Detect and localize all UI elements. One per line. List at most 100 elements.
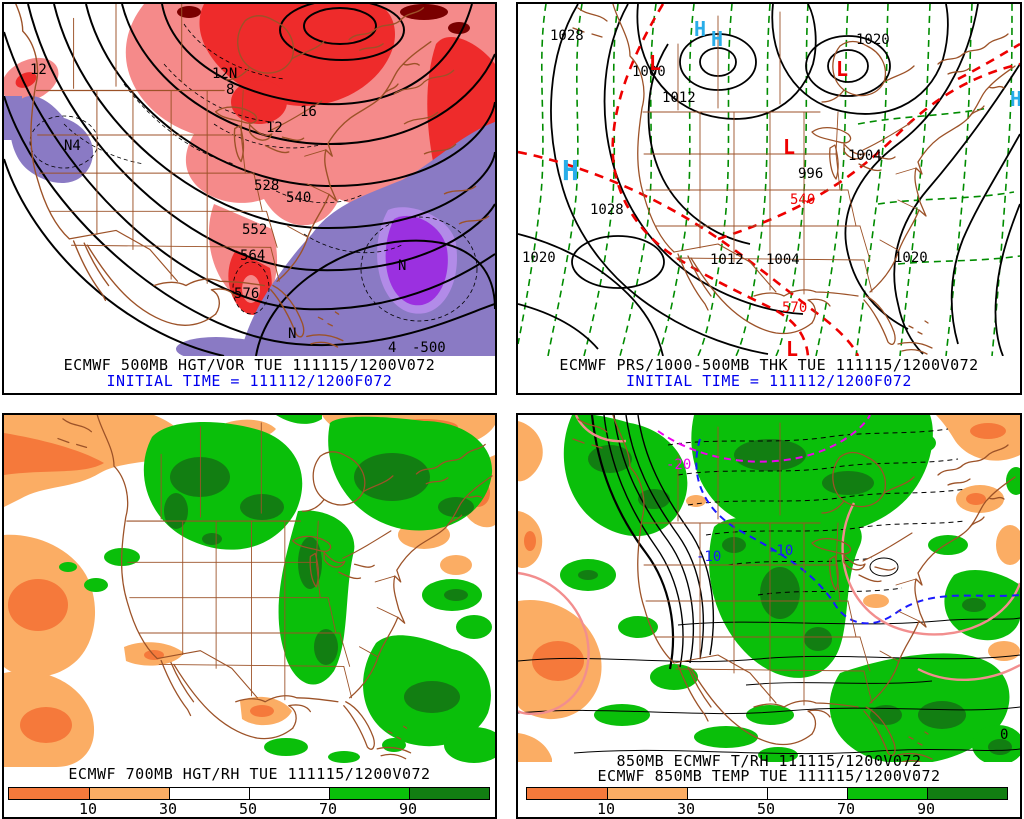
high-marker: H [1010,87,1020,111]
colorbar-tick: 70 [836,800,856,818]
temp-label: -20 [666,457,691,473]
colorbar-tick: 50 [238,800,258,818]
colorbar-tick: 90 [398,800,418,818]
colorbar-segment [249,788,329,799]
temp-labels: -20 -10 -10 0 [666,457,1008,743]
vort-min-label: N [288,326,296,342]
panel2-caption: ECMWF PRS/1000-500MB THK TUE 111115/1200… [559,356,979,374]
rh-colorbar-bar [8,787,490,800]
colorbar-tick: 30 [158,800,178,818]
vort-contour-label: 4 [388,340,396,356]
thickness-contours-green [518,4,1020,356]
isobar-label: 1020 [522,250,556,266]
height-label: 528 [254,178,279,194]
thickness-label: 570 [782,300,807,316]
isobar-label: 1000 [632,64,666,80]
isobar-label: 1004 [848,148,882,164]
rh-colorbar: 10 30 50 70 90 [526,787,1008,818]
panel-700mb-rh: ECMWF 700MB HGT/RH TUE 111115/1200V072 1… [2,413,497,819]
rh-colorbar-ticks: 10 30 50 70 90 [8,800,488,818]
isobar-labels: 1028 1028 1020 1020 1020 1012 1012 1004 … [522,28,928,268]
panel2-initial-time: INITIAL TIME = 111112/1200F072 [626,372,912,390]
map-mslp-thickness: 1028 1028 1020 1020 1020 1012 1012 1004 … [518,4,1020,356]
map-500mb-hgt-vor: 528 540 552 564 576 -500 4 12N 8 16 12 1… [4,4,495,356]
vort-max-label: 12 [30,62,47,78]
colorbar-segment [607,788,687,799]
colorbar-tick: 50 [756,800,776,818]
colorbar-tick: 30 [676,800,696,818]
isobar-label: 1012 [662,90,696,106]
height-label: 540 [286,190,311,206]
rh-colorbar: 10 30 50 70 90 [8,787,490,818]
vorticity-contours [29,23,478,322]
colorbar-segment [9,788,89,799]
vort-max-label: 16 [300,104,317,120]
isobar-label: 1020 [856,32,890,48]
low-marker: L [836,57,848,81]
isobar-label: 996 [798,166,823,182]
low-marker: L [649,51,661,75]
colorbar-segment [847,788,927,799]
temp-contours-black [518,415,1020,755]
rh-saturated-cores [578,439,1012,755]
panel4-caption-2: ECMWF 850MB TEMP TUE 111115/1200V072 [597,767,941,785]
panel3-caption: ECMWF 700MB HGT/RH TUE 111115/1200V072 [68,765,431,783]
colorbar-segment [169,788,249,799]
isobar-label: 1012 [710,252,744,268]
height-label: 576 [234,286,259,302]
low-marker: L [783,135,795,159]
isobar-label: 1004 [766,252,800,268]
isobars [518,4,1020,356]
high-marker: H [694,17,706,41]
colorbar-segment [687,788,767,799]
pressure-center-markers: H H H H L L L L [562,17,1020,356]
colorbar-tick: 70 [318,800,338,818]
temp-contour-magenta-dashed [657,415,871,463]
isobar-label: 1028 [590,202,624,218]
rh-colorbar-bar [526,787,1008,800]
isobar-label: 1020 [894,250,928,266]
panel4-caption-1: 850MB ECMWF T/RH 111115/1200V072 [616,752,922,770]
height-label: 564 [240,248,265,264]
rh-very-dry-cores [524,423,1006,681]
panel1-initial-time: INITIAL TIME = 111112/1200F072 [106,372,393,390]
temp-label: -10 [696,549,721,565]
high-marker: H [562,154,579,187]
panel-mslp-thickness: 1028 1028 1020 1020 1020 1012 1012 1004 … [516,2,1022,395]
rh-colorbar-ticks: 10 30 50 70 90 [526,800,1006,818]
maritime-coastlines [393,69,490,225]
colorbar-tick: 90 [916,800,936,818]
height-contours [4,4,495,356]
height-label: 552 [242,222,267,238]
colorbar-segment [89,788,169,799]
thickness-contours-red [518,4,1020,356]
colorbar-tick: 10 [78,800,98,818]
panel1-caption: ECMWF 500MB HGT/VOR TUE 111115/1200V072 [63,356,436,374]
vort-max-label: 8 [226,82,234,98]
temp-label: -10 [768,543,793,559]
colorbar-segment [329,788,409,799]
thickness-label: 540 [790,192,815,208]
temp-contour-blue-dashed [695,438,1020,625]
vort-min-label: N4 [64,138,81,154]
colorbar-segment [527,788,607,799]
high-marker: H [711,27,723,51]
isobar-label: 1028 [550,28,584,44]
map-850mb-temp-rh: -20 -10 -10 0 [518,415,1020,762]
vort-contour-label: -500 [412,340,446,356]
colorbar-tick: 10 [596,800,616,818]
map-700mb-rh [4,415,495,767]
colorbar-segment [767,788,847,799]
panel-500mb-hgt-vor: 528 540 552 564 576 -500 4 12N 8 16 12 1… [2,2,497,395]
colorbar-segment [409,788,489,799]
vort-min-label: N [398,258,406,274]
vort-max-label: 12 [266,120,283,136]
colorbar-segment [927,788,1007,799]
contour-labels: 528 540 552 564 576 -500 4 12N 8 16 12 1… [30,62,446,356]
thickness-labels: 540 570 [782,192,815,316]
panel-850mb-temp-rh: -20 -10 -10 0 850MB ECMWF T/RH 111115/12… [516,413,1022,819]
vort-max-label: 12N [212,66,237,82]
low-marker: L [786,337,798,356]
temp-label: 0 [1000,727,1008,743]
